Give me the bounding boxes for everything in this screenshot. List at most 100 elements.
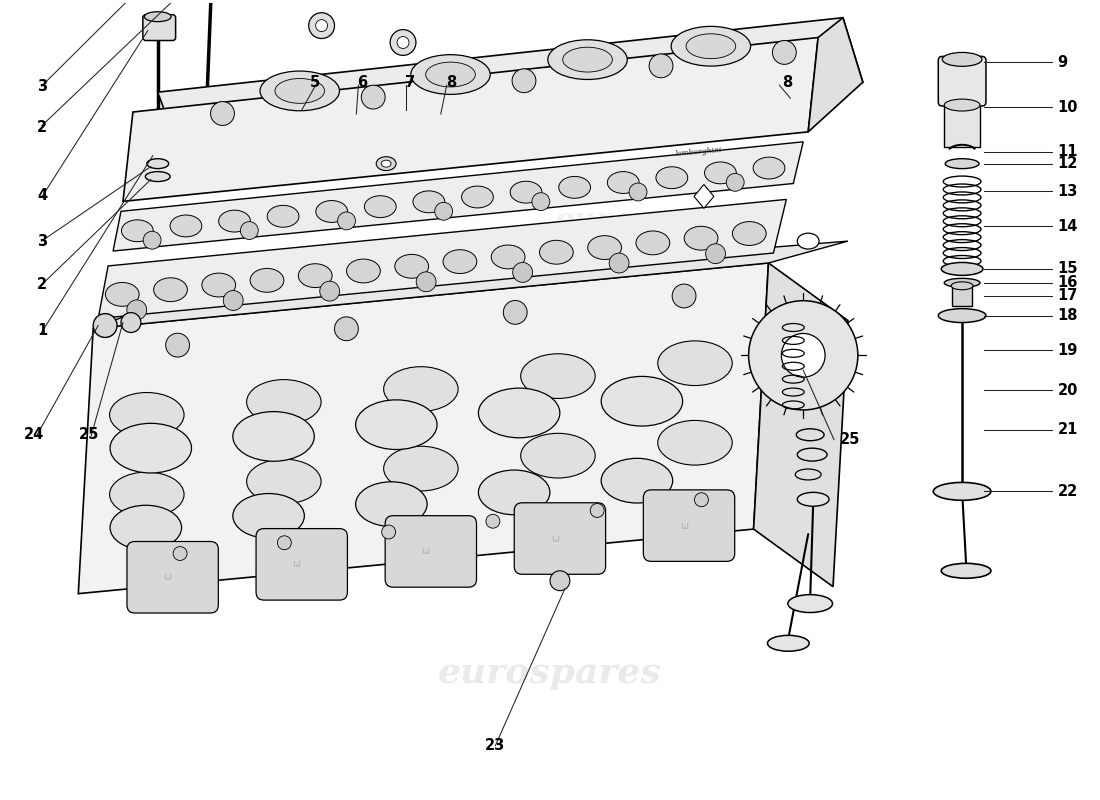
Polygon shape	[694, 185, 714, 208]
Text: ω: ω	[421, 546, 430, 557]
Text: 12: 12	[1057, 156, 1078, 171]
Ellipse shape	[346, 259, 381, 283]
Ellipse shape	[426, 62, 475, 87]
Ellipse shape	[412, 191, 444, 213]
Text: 9: 9	[1057, 55, 1068, 70]
Text: ω: ω	[293, 559, 300, 570]
Text: 24: 24	[24, 426, 44, 442]
Ellipse shape	[510, 182, 542, 203]
Ellipse shape	[355, 400, 437, 450]
Circle shape	[591, 503, 604, 518]
Ellipse shape	[602, 376, 683, 426]
Ellipse shape	[110, 506, 182, 550]
Circle shape	[277, 536, 292, 550]
Text: 14: 14	[1057, 218, 1078, 234]
Ellipse shape	[443, 250, 476, 274]
Circle shape	[550, 571, 570, 590]
FancyBboxPatch shape	[256, 529, 348, 600]
Text: 4: 4	[37, 188, 47, 203]
Ellipse shape	[952, 282, 974, 290]
Ellipse shape	[246, 379, 321, 424]
Circle shape	[320, 282, 340, 301]
Ellipse shape	[298, 264, 332, 287]
Polygon shape	[754, 263, 848, 586]
Bar	[953, 286, 972, 306]
Circle shape	[629, 183, 647, 201]
Circle shape	[210, 102, 234, 126]
Ellipse shape	[382, 160, 392, 167]
Ellipse shape	[658, 341, 733, 386]
Circle shape	[390, 30, 416, 55]
Text: 3: 3	[37, 234, 47, 249]
Ellipse shape	[146, 158, 168, 169]
Ellipse shape	[478, 388, 560, 438]
Ellipse shape	[384, 446, 458, 491]
Ellipse shape	[364, 196, 396, 218]
FancyBboxPatch shape	[385, 516, 476, 587]
Text: 7: 7	[405, 74, 415, 90]
Ellipse shape	[260, 71, 340, 110]
Ellipse shape	[376, 157, 396, 170]
Ellipse shape	[933, 482, 991, 500]
Text: 17: 17	[1057, 288, 1078, 303]
Text: 2: 2	[37, 120, 47, 135]
Circle shape	[781, 334, 825, 377]
Circle shape	[532, 193, 550, 210]
Text: 20: 20	[1057, 382, 1078, 398]
Circle shape	[705, 244, 726, 264]
Circle shape	[316, 20, 328, 31]
Text: 3: 3	[37, 78, 47, 94]
Text: lamborghini: lamborghini	[675, 146, 723, 158]
Ellipse shape	[219, 210, 251, 232]
Ellipse shape	[754, 157, 785, 179]
Ellipse shape	[686, 34, 736, 58]
Ellipse shape	[492, 245, 525, 269]
FancyBboxPatch shape	[938, 57, 986, 106]
Ellipse shape	[478, 470, 550, 514]
Ellipse shape	[798, 492, 829, 506]
Polygon shape	[94, 241, 848, 329]
Circle shape	[143, 231, 161, 249]
Polygon shape	[808, 18, 862, 132]
Ellipse shape	[798, 448, 827, 461]
Text: eurospares: eurospares	[438, 656, 662, 690]
Circle shape	[649, 54, 673, 78]
Ellipse shape	[559, 177, 591, 198]
Circle shape	[166, 334, 189, 357]
Ellipse shape	[170, 215, 201, 237]
Circle shape	[416, 272, 436, 292]
Ellipse shape	[548, 40, 627, 79]
Text: 25: 25	[79, 426, 99, 442]
Text: 10: 10	[1057, 99, 1078, 114]
Ellipse shape	[520, 434, 595, 478]
Text: eurospares: eurospares	[187, 325, 376, 356]
Text: 18: 18	[1057, 308, 1078, 323]
FancyBboxPatch shape	[644, 490, 735, 562]
Ellipse shape	[733, 222, 767, 246]
FancyBboxPatch shape	[126, 542, 218, 613]
Polygon shape	[123, 38, 818, 202]
Circle shape	[726, 174, 744, 191]
Ellipse shape	[316, 201, 348, 222]
Text: ω: ω	[551, 534, 559, 543]
Ellipse shape	[943, 53, 982, 66]
Text: eurospares: eurospares	[554, 206, 744, 237]
Polygon shape	[98, 199, 786, 318]
Text: 6: 6	[358, 74, 367, 90]
Ellipse shape	[275, 78, 324, 103]
Polygon shape	[157, 18, 862, 146]
Circle shape	[513, 69, 536, 93]
Ellipse shape	[110, 423, 191, 473]
Circle shape	[338, 212, 355, 230]
Circle shape	[486, 514, 499, 528]
Ellipse shape	[658, 421, 733, 465]
Ellipse shape	[355, 482, 427, 526]
Ellipse shape	[145, 171, 170, 182]
Ellipse shape	[636, 231, 670, 255]
Text: 11: 11	[1057, 144, 1078, 159]
Ellipse shape	[233, 494, 305, 538]
Ellipse shape	[202, 273, 235, 297]
Ellipse shape	[384, 366, 458, 411]
Ellipse shape	[154, 278, 187, 302]
Ellipse shape	[671, 26, 750, 66]
